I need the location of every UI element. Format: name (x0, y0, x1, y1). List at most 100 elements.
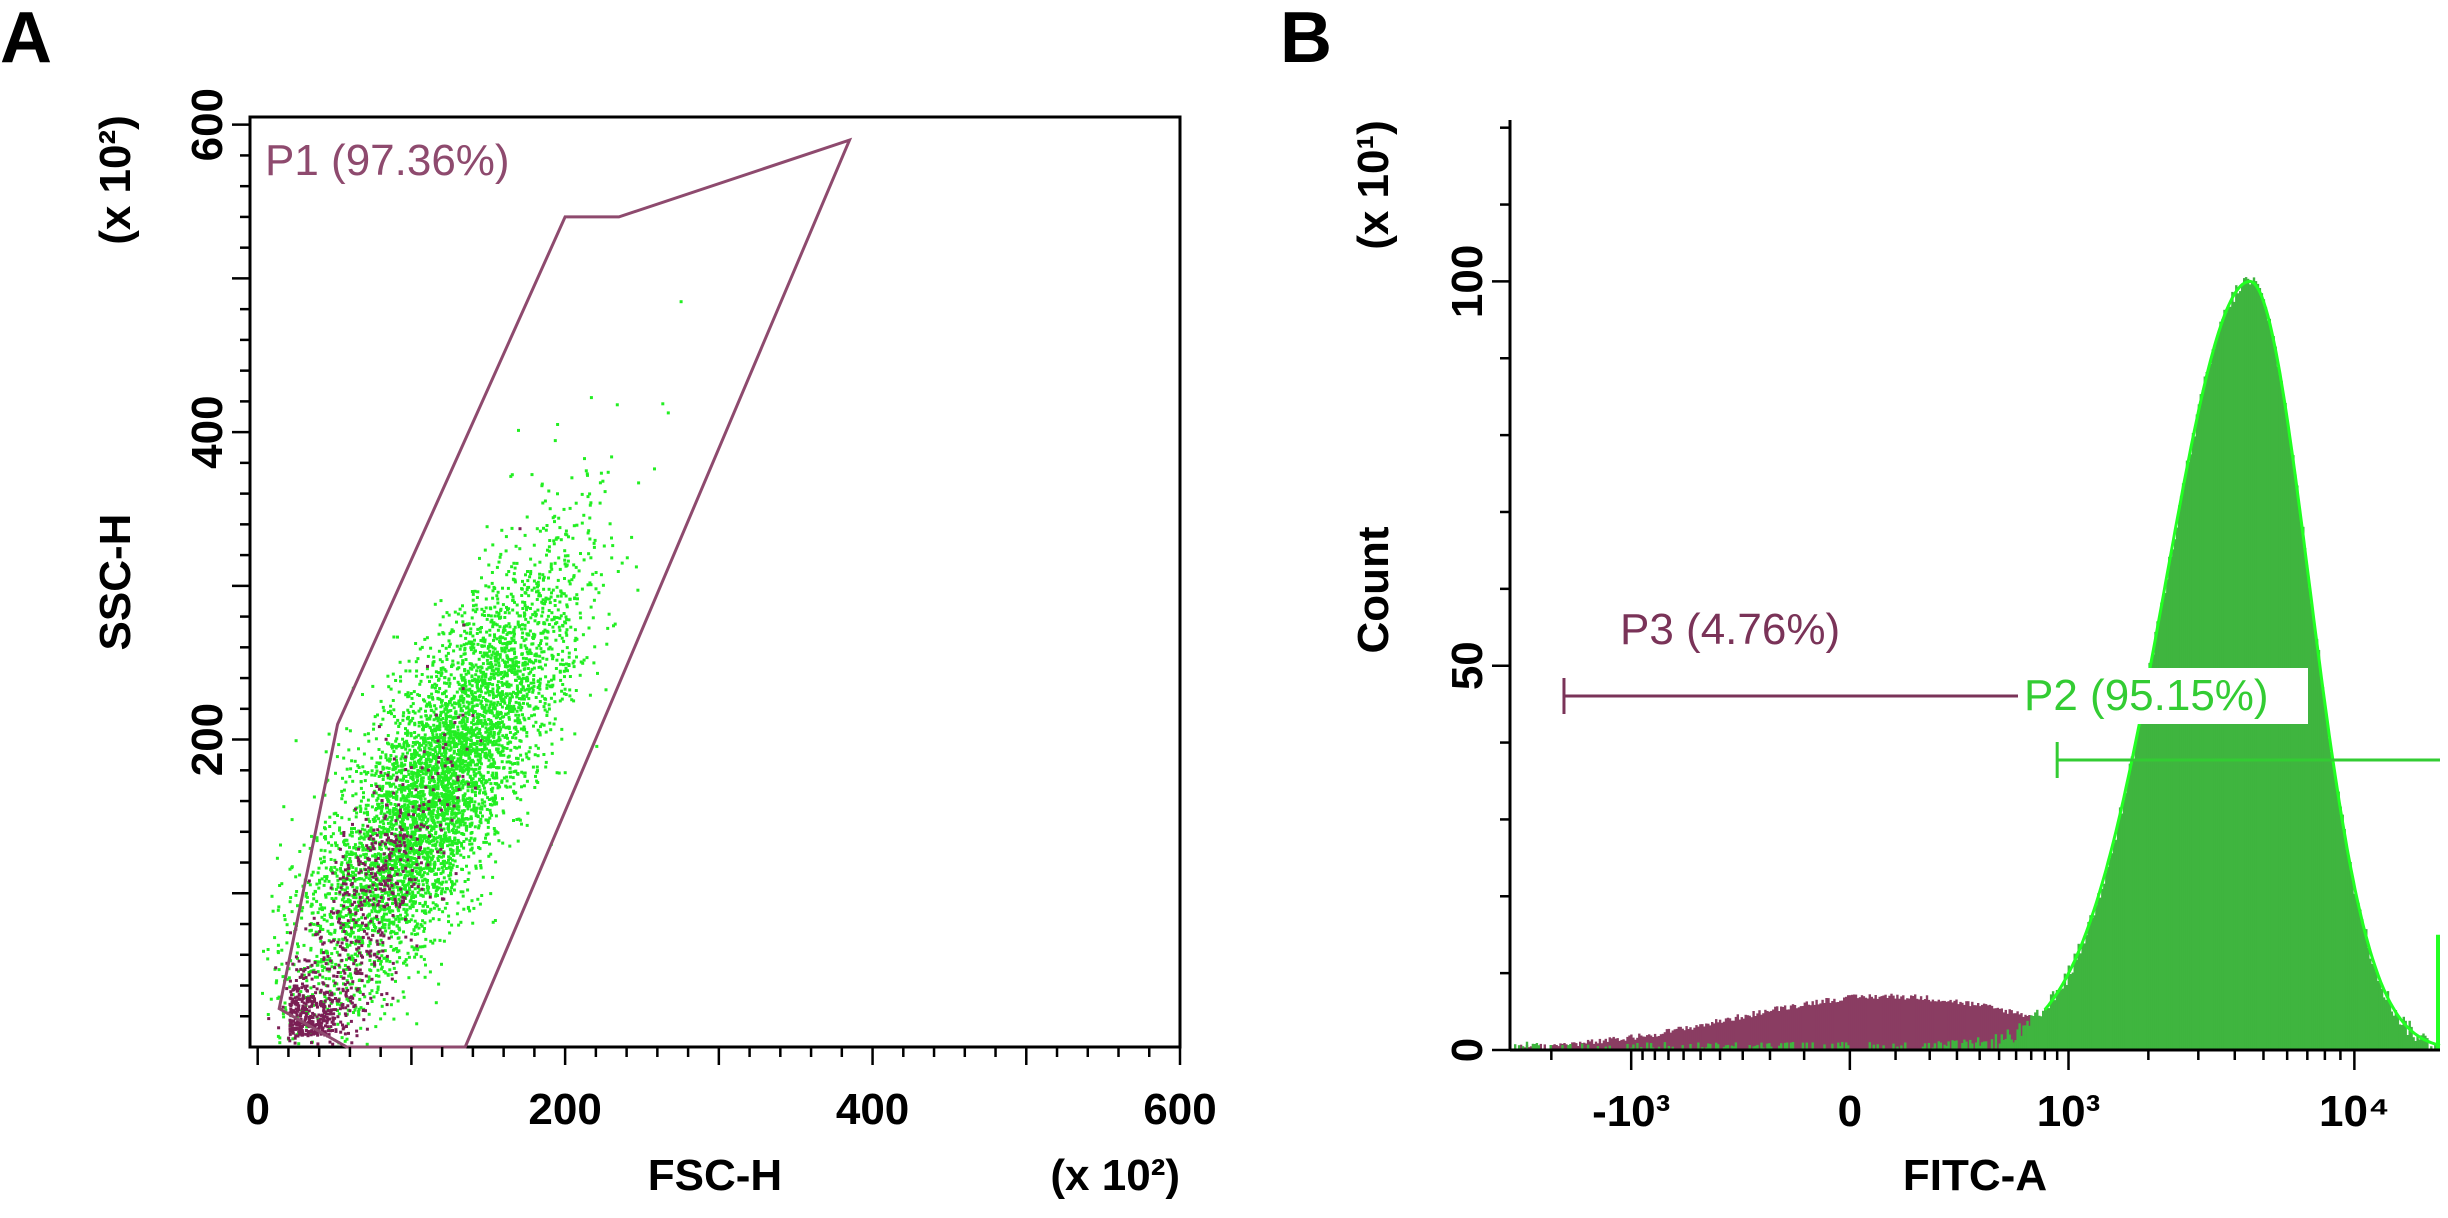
event-dot (389, 1003, 393, 1007)
event-dot (349, 878, 353, 882)
event-dot (449, 848, 453, 852)
event-dot (374, 783, 378, 787)
event-dot (415, 947, 419, 950)
event-dot (335, 1001, 339, 1005)
event-dot (588, 581, 592, 585)
event-dot (520, 627, 524, 631)
event-dot (324, 893, 327, 897)
event-dot (528, 746, 532, 750)
event-dot (497, 735, 501, 739)
event-dot (338, 912, 342, 916)
event-dot (280, 962, 284, 966)
event-dot (431, 767, 435, 771)
event-dot (338, 826, 342, 830)
event-dot (439, 801, 442, 805)
event-dot (410, 903, 414, 907)
event-dot (400, 825, 404, 828)
event-dot (481, 680, 485, 684)
event-dot (329, 835, 333, 839)
event-dot (424, 714, 428, 718)
event-dot (498, 693, 501, 697)
event-dot (441, 842, 444, 846)
event-dot (406, 838, 410, 842)
event-dot (447, 822, 451, 826)
event-dot (317, 886, 321, 890)
event-dot (549, 696, 553, 700)
event-dot (445, 717, 448, 720)
event-dot (382, 709, 386, 713)
event-dot (492, 621, 496, 625)
event-dot (330, 843, 334, 847)
event-dot (473, 691, 477, 695)
event-dot (397, 787, 401, 791)
event-dot (419, 796, 422, 800)
event-dot (454, 801, 458, 805)
event-dot (398, 660, 402, 664)
event-dot (420, 785, 424, 789)
event-dot (478, 902, 482, 906)
event-dot (473, 710, 477, 713)
event-dot (377, 974, 381, 978)
event-dot (474, 814, 478, 818)
event-dot (520, 652, 524, 656)
event-dot (321, 975, 325, 979)
event-dot (457, 739, 461, 743)
event-dot (463, 802, 466, 806)
event-dot (401, 718, 405, 722)
event-dot (406, 803, 410, 807)
event-dot (403, 803, 407, 807)
event-dot (328, 989, 332, 993)
event-dot (401, 887, 404, 891)
event-dot (436, 807, 440, 811)
event-dot (488, 808, 492, 812)
event-dot (405, 742, 409, 746)
event-dot (414, 735, 418, 739)
event-dot (357, 747, 360, 751)
event-dot (448, 802, 452, 806)
event-dot (315, 963, 319, 967)
event-dot (441, 803, 444, 806)
event-dot (346, 945, 349, 949)
event-dot (552, 542, 556, 546)
event-dot (465, 827, 469, 831)
event-dot (385, 912, 388, 916)
event-dot (490, 668, 494, 672)
event-dot (392, 930, 396, 934)
event-dot (482, 777, 485, 781)
event-dot (489, 852, 493, 856)
event-dot (544, 765, 548, 769)
event-dot (435, 794, 439, 798)
event-dot (366, 832, 370, 836)
event-dot (580, 587, 584, 591)
event-dot (545, 642, 549, 646)
event-dot (567, 535, 570, 539)
event-dot (593, 538, 597, 542)
event-dot (472, 809, 476, 813)
event-dot (472, 651, 476, 655)
event-dot (362, 853, 366, 857)
event-dot (327, 732, 331, 736)
event-dot (429, 814, 433, 818)
event-dot (496, 786, 500, 790)
event-dot (603, 490, 607, 494)
event-dot (496, 687, 500, 690)
event-dot (486, 825, 490, 829)
event-dot (418, 902, 422, 905)
event-dot (532, 724, 535, 728)
event-dot (579, 660, 583, 664)
event-dot (448, 632, 452, 636)
event-dot (390, 815, 394, 819)
event-dot (353, 935, 357, 939)
event-dot (550, 751, 554, 755)
event-dot (404, 779, 408, 783)
event-dot (439, 838, 443, 842)
event-dot (444, 867, 448, 870)
event-dot (435, 725, 439, 729)
event-dot (380, 809, 384, 813)
event-dot (440, 735, 444, 739)
event-dot (459, 709, 463, 713)
event-dot (344, 914, 348, 917)
event-dot (559, 614, 563, 618)
event-dot (461, 659, 465, 663)
event-dot (359, 835, 363, 839)
